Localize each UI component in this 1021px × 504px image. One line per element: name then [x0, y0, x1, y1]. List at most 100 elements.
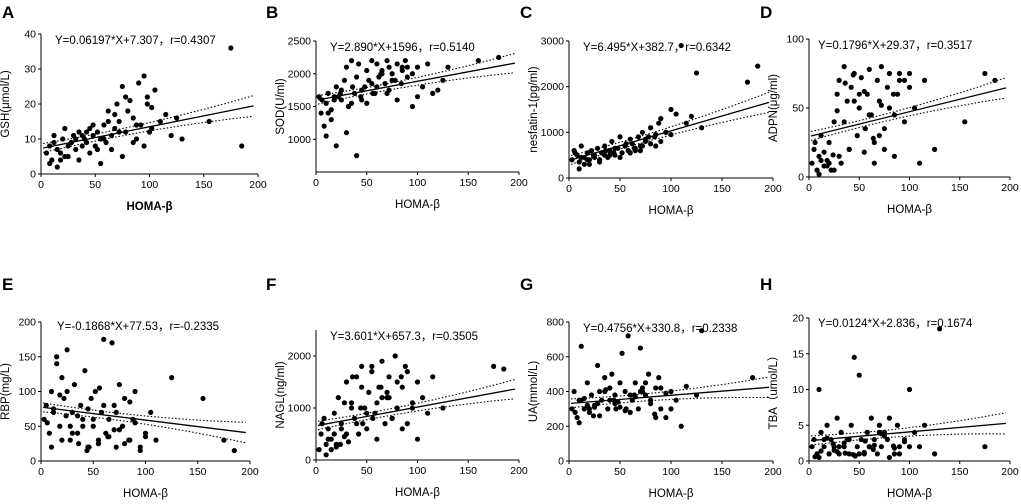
x-tick-label: 100 — [662, 183, 680, 195]
data-point — [106, 416, 112, 422]
data-point — [142, 434, 149, 440]
data-point — [623, 406, 629, 412]
data-point — [862, 126, 868, 132]
panel-g: G 0 50 100 150 200 0 200 400 600 800 HOMA-β UA(mmol/… — [520, 275, 782, 500]
data-point — [130, 115, 136, 121]
regression-line — [43, 406, 246, 434]
confidence-band-upper — [317, 378, 516, 422]
confidence-band-upper — [570, 376, 769, 400]
data-point — [856, 372, 862, 378]
data-point — [359, 384, 365, 390]
data-point — [105, 108, 111, 114]
data-point — [348, 100, 355, 106]
data-point — [627, 392, 633, 398]
data-point — [656, 120, 662, 126]
data-point — [886, 454, 893, 461]
data-point — [374, 400, 380, 406]
data-point — [809, 160, 815, 166]
data-point — [848, 84, 854, 90]
data-point — [884, 436, 890, 443]
data-point — [814, 167, 820, 173]
data-point — [656, 375, 662, 381]
x-tick-label: 100 — [901, 466, 919, 478]
y-tick-label: 800 — [546, 317, 564, 329]
data-point — [57, 157, 64, 163]
data-point — [876, 422, 882, 428]
regression-equation: Y=0.06197*X+7.307，r=0.4307 — [55, 35, 216, 47]
data-point — [842, 80, 848, 86]
data-point — [389, 71, 395, 77]
data-point — [876, 98, 882, 104]
y-tick-label: 50 — [792, 103, 804, 115]
data-point — [88, 395, 94, 402]
data-point — [848, 422, 854, 428]
data-point — [386, 395, 392, 401]
data-point — [354, 421, 360, 427]
data-point — [119, 423, 126, 429]
data-point — [149, 104, 155, 111]
panel-f: F0 50 100 150 200010002000HOMA-βNAGL(ng/ml)Y… — [266, 275, 528, 499]
data-point — [101, 336, 107, 342]
data-point — [658, 406, 664, 412]
y-axis-label: nesfatin-1(pg/ml) — [528, 66, 540, 152]
data-point — [76, 441, 82, 447]
data-point — [878, 444, 884, 450]
y-tick-label: 10 — [24, 134, 36, 146]
regression-equation: Y=0.1796*X+29.37，r=0.3517 — [818, 40, 972, 52]
x-tick-label: 50 — [361, 177, 373, 189]
data-point — [318, 431, 324, 437]
x-tick-label: 50 — [89, 179, 101, 191]
data-point — [369, 363, 375, 369]
data-point — [348, 405, 355, 411]
x-tick-label: 0 — [806, 466, 812, 478]
data-point — [354, 153, 360, 159]
y-tick-label: 50 — [24, 421, 36, 433]
panel-a: A 0 50 100 150 200 0 10 20 30 40 HOMA-β GSH(μmol/L) Y… — [0, 3, 267, 213]
data-point — [826, 451, 832, 457]
y-tick-label: 2000 — [541, 81, 565, 93]
data-point — [116, 381, 122, 388]
data-point — [328, 447, 334, 453]
data-point — [846, 146, 852, 152]
data-point — [109, 340, 115, 346]
data-point — [445, 64, 451, 70]
data-point — [683, 383, 689, 389]
data-point — [354, 74, 360, 80]
data-point — [335, 395, 341, 401]
data-point — [316, 447, 322, 453]
data-point — [435, 87, 441, 93]
data-point — [318, 110, 324, 116]
data-point — [866, 112, 872, 118]
data-point — [838, 160, 844, 166]
data-point — [394, 97, 400, 103]
data-point — [891, 451, 898, 457]
data-point — [627, 150, 633, 156]
data-point — [668, 406, 674, 412]
regression-equation: Y=0.0124*X+2.836，r=0.1674 — [818, 318, 973, 330]
data-point — [609, 138, 615, 145]
x-axis-label: HOMA-β — [649, 488, 694, 500]
data-point — [141, 143, 147, 149]
y-tick-label: 1000 — [288, 134, 312, 146]
data-point — [360, 421, 366, 427]
data-point — [678, 42, 684, 49]
data-point — [398, 374, 404, 380]
data-point — [323, 100, 329, 106]
x-tick-label: 50 — [614, 466, 626, 478]
y-tick-label: 0 — [798, 456, 804, 468]
data-point — [834, 91, 840, 97]
data-point — [622, 388, 628, 395]
x-tick-label: 200 — [241, 466, 259, 478]
data-point — [501, 366, 507, 372]
data-point — [321, 123, 327, 129]
data-point — [605, 406, 611, 412]
data-point — [856, 91, 862, 97]
data-point — [856, 451, 862, 457]
y-tick-label: 1000 — [288, 403, 312, 415]
y-tick-label: 15 — [792, 348, 804, 360]
data-point — [816, 454, 822, 461]
data-point — [755, 63, 761, 69]
data-point — [425, 410, 431, 416]
data-point — [648, 401, 654, 407]
data-point — [870, 446, 876, 453]
